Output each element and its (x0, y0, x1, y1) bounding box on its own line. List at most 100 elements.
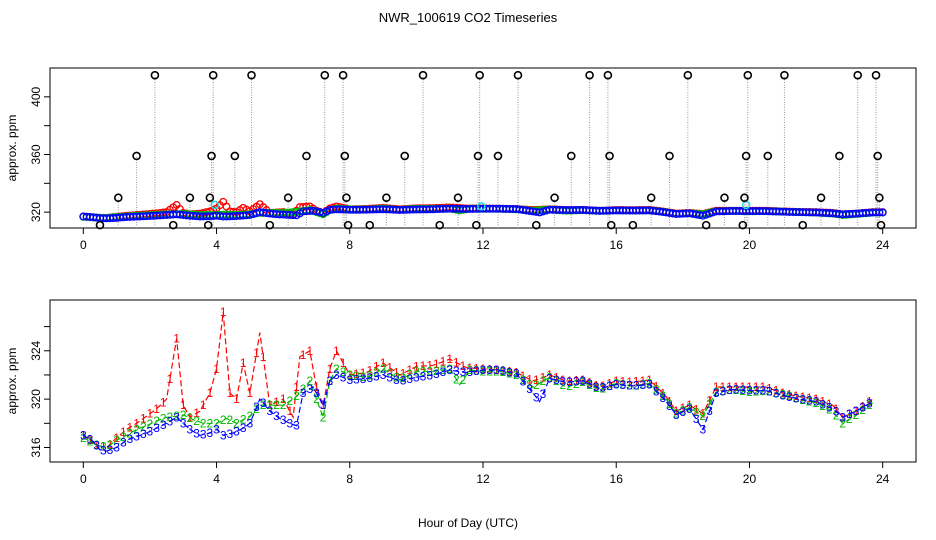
flagged-point (871, 70, 881, 80)
series-1-marker: 1 (646, 373, 653, 387)
flagged-point (453, 193, 463, 203)
series-2-marker: 2 (586, 378, 593, 392)
series-3-marker: 3 (320, 398, 327, 412)
series-2-marker: 2 (580, 375, 587, 389)
series-1-marker: 1 (480, 362, 487, 376)
series-1-marker: 1 (93, 438, 100, 452)
series-2-marker: 2 (679, 404, 686, 418)
series-2-marker: 2 (113, 433, 120, 447)
series-1-marker: 1 (353, 367, 360, 381)
series-3-marker: 3 (480, 363, 487, 377)
series-2-marker: 2 (666, 397, 673, 411)
reference-point (210, 200, 220, 210)
flagged-point (816, 193, 826, 203)
top-droplines (99, 75, 882, 228)
series-1-marker: 1 (726, 380, 733, 394)
series-3-marker: 3 (280, 413, 287, 427)
series-2-marker: 2 (187, 411, 194, 425)
flagged-point (550, 193, 559, 203)
series-1-marker: 1 (660, 386, 667, 400)
flagged-point (603, 70, 613, 80)
top-y-tick-label: 360 (29, 144, 43, 164)
series-1-marker: 1 (673, 404, 680, 418)
series-3-marker: 3 (586, 377, 593, 391)
series-1-marker: 1 (473, 361, 480, 375)
series-2-marker: 2 (540, 374, 547, 388)
series-3-marker: 3 (446, 363, 453, 377)
top-series (79, 197, 887, 223)
series-2-marker: 2 (227, 413, 234, 427)
series-3-marker: 3 (220, 428, 227, 442)
series-1-marker: 1 (113, 431, 120, 445)
series-1-marker: 1 (200, 398, 207, 412)
series-1-marker: 1 (640, 374, 647, 388)
series-1-marker: 1 (606, 376, 613, 390)
series-1-marker: 1 (440, 355, 447, 369)
series-1-marker: 1 (833, 402, 840, 416)
series-1-marker: 1 (766, 381, 773, 395)
series-2-marker: 2 (366, 369, 373, 383)
series-1-marker: 1 (866, 395, 873, 409)
series-1-marker: 1 (333, 344, 340, 358)
series-3-marker: 3 (466, 365, 473, 379)
series-1-marker: 1 (227, 386, 234, 400)
series-3-marker: 3 (107, 443, 114, 457)
series-3-marker: 3 (533, 390, 540, 404)
series-3-marker: 3 (653, 384, 660, 398)
series-2-marker: 2 (553, 374, 560, 388)
series-2-marker: 2 (420, 364, 427, 378)
series-3-marker: 3 (553, 373, 560, 387)
series-3-marker: 3 (799, 393, 806, 407)
series-1-marker: 1 (286, 404, 293, 418)
series-3-marker: 3 (167, 414, 174, 428)
series-3-marker: 3 (759, 384, 766, 398)
series-2-marker: 2 (560, 378, 567, 392)
series-1-marker: 1 (799, 390, 806, 404)
series-2-marker: 2 (733, 383, 740, 397)
series-3-marker: 3 (127, 432, 134, 446)
series-3-marker: 3 (113, 441, 120, 455)
series-1-marker: 1 (506, 365, 513, 379)
flagged-point (873, 151, 882, 161)
series-3-point (705, 209, 714, 218)
series-3-marker: 3 (286, 416, 293, 430)
series-2-marker: 2 (446, 362, 453, 376)
series-3-marker: 3 (766, 385, 773, 399)
series-1-marker: 1 (127, 420, 134, 434)
series-3-marker: 3 (613, 378, 620, 392)
series-2-marker: 2 (266, 398, 273, 412)
flagged-point (740, 193, 749, 203)
series-1-marker: 1 (386, 361, 393, 375)
flagged-point (343, 220, 353, 230)
flagged-point (302, 151, 311, 161)
series-3-marker: 3 (260, 396, 267, 410)
series-1-marker: 1 (733, 380, 740, 394)
top-axes: 0 4 8 12 16 20 24 320 360 400 (29, 86, 890, 252)
series-2-marker: 2 (87, 434, 94, 448)
series-1-marker: 1 (546, 368, 553, 382)
series-1-marker: 1 (160, 395, 167, 409)
flagged-point (365, 220, 375, 230)
series-1-marker: 1 (859, 399, 866, 413)
bottom-x-tick-label: 8 (346, 472, 353, 486)
series-2-marker: 2 (846, 412, 853, 426)
series-1-marker: 1 (253, 346, 260, 360)
series-2-marker: 2 (466, 363, 473, 377)
series-3-marker: 3 (693, 412, 700, 426)
series-3-marker: 3 (366, 371, 373, 385)
series-3-marker: 3 (426, 368, 433, 382)
top-flagged-points (95, 70, 886, 230)
series-1-marker: 1 (633, 375, 640, 389)
series-3-marker: 3 (686, 402, 693, 416)
series-1-marker: 1 (693, 402, 700, 416)
bottom-y-tick-label: 320 (29, 389, 43, 409)
series-3-marker: 3 (673, 408, 680, 422)
series-3-marker: 3 (273, 409, 280, 423)
series-3-marker: 3 (153, 421, 160, 435)
flagged-point (566, 151, 576, 161)
series-2-marker: 2 (406, 368, 413, 382)
series-2-marker: 2 (386, 366, 393, 380)
flagged-point (875, 193, 884, 203)
series-2-marker: 2 (493, 364, 500, 378)
series-3-marker: 3 (500, 364, 507, 378)
